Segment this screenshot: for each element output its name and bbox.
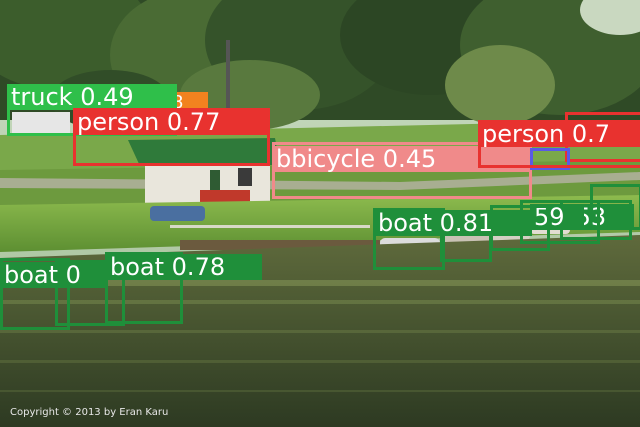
bicycle-label: bbicycle 0.45 [272, 146, 532, 172]
copyright-text: Copyright © 2013 by Eran Karu [10, 407, 169, 418]
boat-box-left-2 [55, 260, 125, 326]
truck-shape [12, 112, 70, 134]
boat-label-left-3: boat 0.78 [106, 254, 262, 280]
dock [180, 240, 380, 250]
river-water [0, 235, 640, 427]
boat-box-left-3 [105, 252, 183, 324]
orange-tag-label: 8 [172, 92, 184, 113]
boat-label-1: boat 0.81 [374, 210, 532, 236]
boat-box-1 [373, 208, 445, 270]
blue-tag-box [530, 148, 570, 170]
boat-label-left-1: boat 0 [0, 262, 108, 288]
person-label-2: person 0.7 [478, 121, 640, 147]
tree-canopy [0, 0, 640, 130]
boat-box-left-1 [0, 258, 70, 330]
boat-label-4: 59 [530, 204, 584, 230]
truck-label: truck 0.49 [7, 84, 177, 110]
person-label-1: person 0.77 [73, 109, 270, 135]
kiosk-building [128, 138, 280, 205]
